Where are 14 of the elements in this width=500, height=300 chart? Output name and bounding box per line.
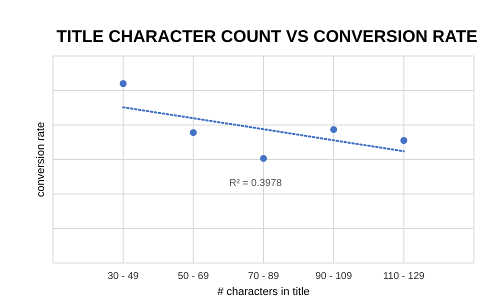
x-tick-label: 110 - 129 [383,271,426,282]
point [120,80,127,88]
x-axis-title: # characters in title [217,286,310,298]
x-tick-label: 50 - 69 [178,271,210,282]
x-tick-label: 30 - 49 [108,271,140,282]
x-tick-label: 70 - 89 [248,271,280,282]
annotation: R² = 0.3978 [229,178,282,189]
chart-title: TITLE CHARACTER COUNT VS CONVERSION RATE [56,27,478,46]
point [400,137,408,144]
point [260,154,267,162]
y-axis-title: conversion rate [35,122,47,198]
x-tick-label: 90 - 109 [315,271,352,282]
point [330,126,338,134]
point [190,129,197,136]
